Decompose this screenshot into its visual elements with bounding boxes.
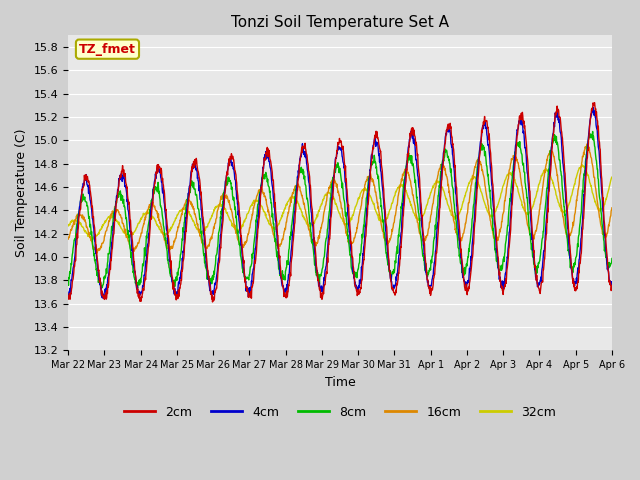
2cm bbox=[246, 295, 254, 300]
Line: 16cm: 16cm bbox=[68, 144, 612, 253]
2cm bbox=[544, 205, 552, 211]
16cm bbox=[544, 154, 552, 159]
Title: Tonzi Soil Temperature Set A: Tonzi Soil Temperature Set A bbox=[231, 15, 449, 30]
4cm bbox=[64, 293, 72, 299]
8cm bbox=[186, 185, 193, 191]
4cm bbox=[246, 286, 254, 292]
Legend: 2cm, 4cm, 8cm, 16cm, 32cm: 2cm, 4cm, 8cm, 16cm, 32cm bbox=[119, 401, 561, 424]
4cm bbox=[425, 284, 433, 290]
32cm bbox=[579, 162, 586, 168]
2cm bbox=[608, 283, 616, 288]
Text: TZ_fmet: TZ_fmet bbox=[79, 43, 136, 56]
8cm bbox=[496, 268, 504, 274]
32cm bbox=[172, 215, 180, 221]
8cm bbox=[608, 255, 616, 261]
8cm bbox=[172, 274, 180, 280]
2cm bbox=[591, 100, 598, 106]
2cm bbox=[185, 193, 193, 199]
16cm bbox=[93, 250, 101, 256]
32cm bbox=[608, 174, 616, 180]
16cm bbox=[583, 141, 591, 147]
8cm bbox=[134, 285, 141, 291]
4cm bbox=[608, 279, 616, 285]
2cm bbox=[425, 283, 433, 289]
2cm bbox=[209, 299, 216, 305]
8cm bbox=[589, 129, 596, 134]
8cm bbox=[246, 264, 254, 270]
32cm bbox=[246, 204, 254, 210]
16cm bbox=[608, 205, 616, 211]
32cm bbox=[88, 236, 96, 242]
32cm bbox=[496, 196, 504, 202]
16cm bbox=[172, 234, 180, 240]
16cm bbox=[425, 226, 433, 231]
Line: 32cm: 32cm bbox=[68, 165, 612, 239]
8cm bbox=[425, 270, 433, 276]
4cm bbox=[589, 105, 597, 110]
16cm bbox=[186, 198, 193, 204]
16cm bbox=[246, 221, 254, 227]
8cm bbox=[64, 280, 72, 286]
Line: 2cm: 2cm bbox=[68, 103, 612, 302]
8cm bbox=[544, 178, 552, 183]
32cm bbox=[64, 223, 72, 228]
4cm bbox=[100, 296, 108, 301]
16cm bbox=[64, 236, 72, 242]
2cm bbox=[172, 292, 180, 298]
X-axis label: Time: Time bbox=[324, 376, 355, 389]
Y-axis label: Soil Temperature (C): Soil Temperature (C) bbox=[15, 129, 28, 257]
4cm bbox=[172, 289, 180, 295]
2cm bbox=[496, 269, 504, 275]
32cm bbox=[544, 168, 552, 174]
16cm bbox=[496, 227, 504, 232]
4cm bbox=[186, 183, 193, 189]
32cm bbox=[425, 195, 433, 201]
4cm bbox=[496, 274, 504, 279]
2cm bbox=[64, 293, 72, 299]
Line: 4cm: 4cm bbox=[68, 108, 612, 299]
Line: 8cm: 8cm bbox=[68, 132, 612, 288]
4cm bbox=[544, 195, 552, 201]
32cm bbox=[186, 212, 193, 217]
